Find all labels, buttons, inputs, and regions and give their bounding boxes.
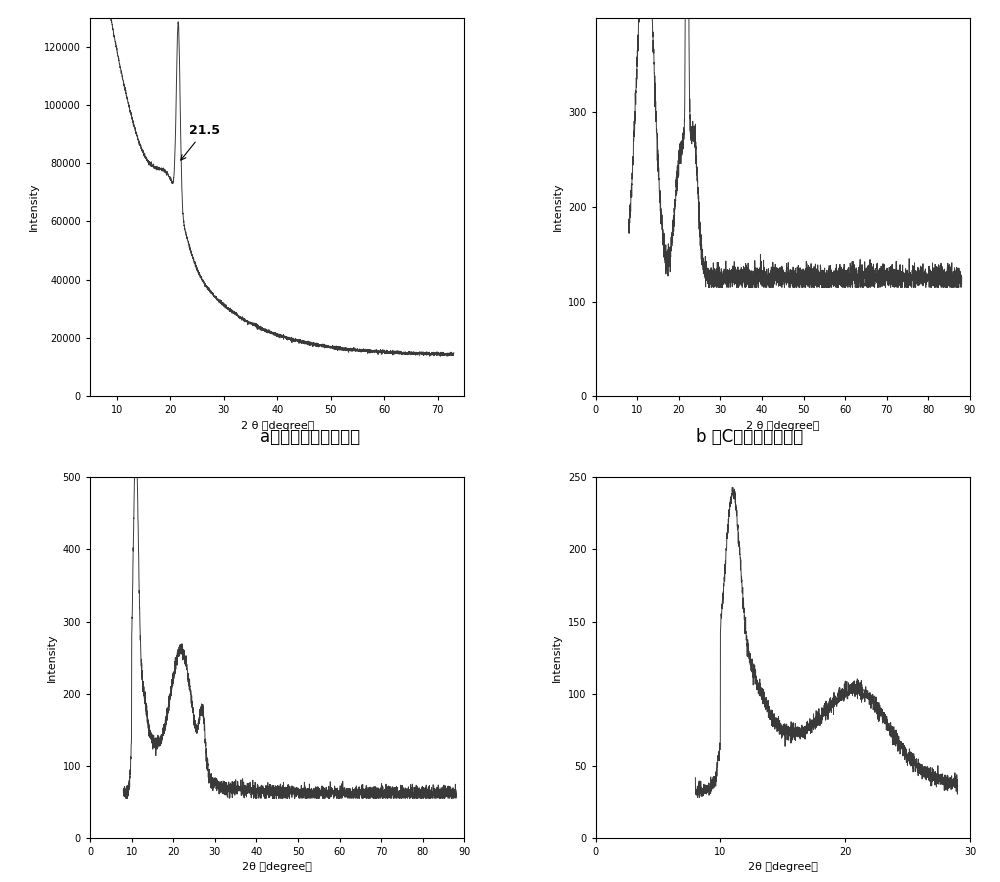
Y-axis label: Intensity: Intensity xyxy=(47,633,57,682)
Text: a：纯二氧化硬气凝胶: a：纯二氧化硬气凝胶 xyxy=(260,428,360,445)
X-axis label: 2 θ （degree）: 2 θ （degree） xyxy=(746,421,819,430)
X-axis label: 2 θ （degree）: 2 θ （degree） xyxy=(241,421,314,430)
Text: b ：C纤维增韧气凝胶: b ：C纤维增韧气凝胶 xyxy=(696,428,804,445)
Y-axis label: Intensity: Intensity xyxy=(552,633,562,682)
Y-axis label: Intensity: Intensity xyxy=(552,183,562,231)
X-axis label: 2θ （degree）: 2θ （degree） xyxy=(242,863,312,872)
Text: 21.5: 21.5 xyxy=(181,124,220,161)
X-axis label: 2θ （degree）: 2θ （degree） xyxy=(748,863,818,872)
Y-axis label: Intensity: Intensity xyxy=(29,183,39,231)
